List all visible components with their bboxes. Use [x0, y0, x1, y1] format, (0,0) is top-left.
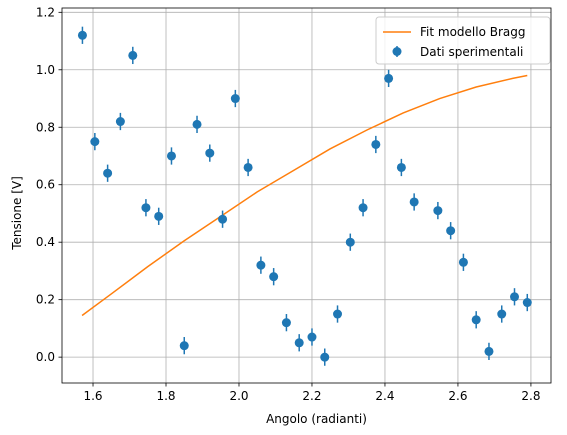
x-tick-label: 2.0 [229, 389, 248, 403]
data-point [128, 50, 138, 60]
y-axis-label: Tensione [V] [10, 176, 24, 251]
data-point [396, 162, 406, 172]
data-point [433, 206, 443, 216]
data-point [384, 73, 394, 83]
x-axis-label: Angolo (radianti) [266, 412, 367, 426]
y-tick-label: 0.0 [36, 350, 55, 364]
data-point [256, 260, 266, 270]
x-tick-label: 2.2 [302, 389, 321, 403]
data-point [484, 346, 494, 356]
data-point [230, 94, 240, 104]
data-point [320, 352, 330, 362]
data-point [281, 318, 291, 328]
data-point [103, 168, 113, 178]
plot-frame [61, 7, 552, 384]
y-tick-label: 0.2 [36, 293, 55, 307]
data-point [179, 341, 189, 351]
data-point [77, 30, 87, 40]
data-point [522, 298, 532, 308]
data-point [371, 139, 381, 149]
data-point [358, 203, 368, 213]
grid [62, 8, 551, 383]
data-point [458, 257, 468, 267]
x-tick-label: 1.8 [156, 389, 175, 403]
y-tick-label: 0.4 [36, 235, 55, 249]
legend-data-label: Dati sperimentali [420, 45, 523, 59]
data-point [218, 214, 228, 224]
y-tick-label: 0.8 [36, 120, 55, 134]
data-point [294, 338, 304, 348]
data-point [307, 332, 317, 342]
y-tick-label: 1.2 [36, 5, 55, 19]
data-point [154, 211, 164, 221]
legend-fit-label: Fit modello Bragg [420, 25, 526, 39]
data-series [77, 26, 532, 366]
legend: Fit modello Bragg Dati sperimentali [375, 16, 551, 65]
data-point [243, 162, 253, 172]
data-point [345, 237, 355, 247]
data-point [510, 292, 520, 302]
x-tick-label: 2.4 [375, 389, 394, 403]
y-tick-label: 1.0 [36, 63, 55, 77]
y-axis: 0.0 0.2 0.4 0.6 0.8 1.0 1.2 [36, 5, 62, 364]
data-point [90, 137, 100, 147]
legend-box [375, 16, 551, 65]
x-tick-label: 2.6 [448, 389, 467, 403]
data-point [446, 226, 456, 236]
data-point [141, 203, 151, 213]
data-point [497, 309, 507, 319]
data-point [333, 309, 343, 319]
x-tick-label: 2.8 [521, 389, 540, 403]
fit-series [81, 74, 528, 317]
data-point [205, 148, 215, 158]
x-tick-label: 1.6 [83, 389, 102, 403]
data-point [409, 197, 419, 207]
data-point [269, 272, 279, 282]
data-point [192, 119, 202, 129]
fit-line [81, 74, 528, 317]
y-tick-label: 0.6 [36, 178, 55, 192]
data-point [471, 315, 481, 325]
data-point [166, 151, 176, 161]
legend-data-marker [392, 47, 402, 56]
x-axis: 1.6 1.8 2.0 2.2 2.4 2.6 2.8 [83, 383, 540, 403]
data-point [115, 117, 125, 127]
